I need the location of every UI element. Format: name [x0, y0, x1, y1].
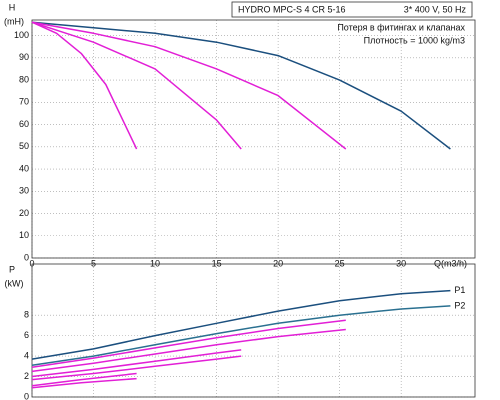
x-tick-label: 20	[273, 258, 283, 268]
y-tick-label: 90	[19, 52, 29, 62]
y-tick-label: 10	[19, 230, 29, 240]
x-tick-label: 30	[396, 258, 406, 268]
y-tick-label: 8	[24, 310, 29, 320]
series-line	[31, 289, 451, 360]
y-tick-label: 30	[19, 186, 29, 196]
series-line	[31, 21, 138, 150]
y-tick-label: 20	[19, 208, 29, 218]
series-line	[31, 355, 242, 381]
annotation: Плотность = 1000 kg/m3	[364, 35, 465, 45]
x-tick-label: 25	[335, 258, 345, 268]
chart-subtitle: 3* 400 V, 50 Hz	[404, 4, 467, 14]
x-tick-label: 10	[150, 258, 160, 268]
header-box	[231, 1, 473, 18]
y-tick-label: 4	[24, 350, 29, 360]
x-tick-label: 0	[29, 258, 34, 268]
y-tick-label: 6	[24, 330, 29, 340]
series-line	[31, 21, 242, 150]
y-tick-label: 0	[24, 391, 29, 400]
y-tick-label: 100	[14, 30, 29, 40]
series-line	[31, 372, 137, 387]
plot-frame	[31, 19, 476, 259]
y-tick-label: 70	[19, 97, 29, 107]
chart-title: HYDRO MPC-S 4 CR 5-16	[238, 4, 346, 14]
y-tick-label: 0	[24, 252, 29, 262]
x-tick-label: 15	[212, 258, 222, 268]
series-line	[31, 377, 137, 389]
series-line	[31, 21, 451, 150]
y-tick-label: 40	[19, 163, 29, 173]
x-tick-label: 5	[91, 258, 96, 268]
y-tick-label: 50	[19, 141, 29, 151]
series-line	[31, 328, 346, 373]
y-axis-unit: (kW)	[5, 278, 24, 288]
plot-frame	[31, 263, 476, 398]
y-tick-label: 80	[19, 74, 29, 84]
series-line	[31, 21, 347, 150]
y-tick-label: 60	[19, 119, 29, 129]
y-axis-label: P	[9, 264, 15, 274]
series-line	[31, 305, 451, 367]
series-label: P1	[454, 285, 465, 295]
y-tick-label: 2	[24, 371, 29, 381]
y-axis-label: H	[9, 2, 16, 12]
series-line	[31, 349, 242, 378]
annotation: Потеря в фитингах и клапанах	[337, 22, 465, 32]
series-label: P2	[454, 300, 465, 310]
series-line	[31, 319, 346, 369]
x-axis-label: Q(m3/h)	[434, 258, 467, 268]
y-axis-unit: (mH)	[4, 16, 24, 26]
